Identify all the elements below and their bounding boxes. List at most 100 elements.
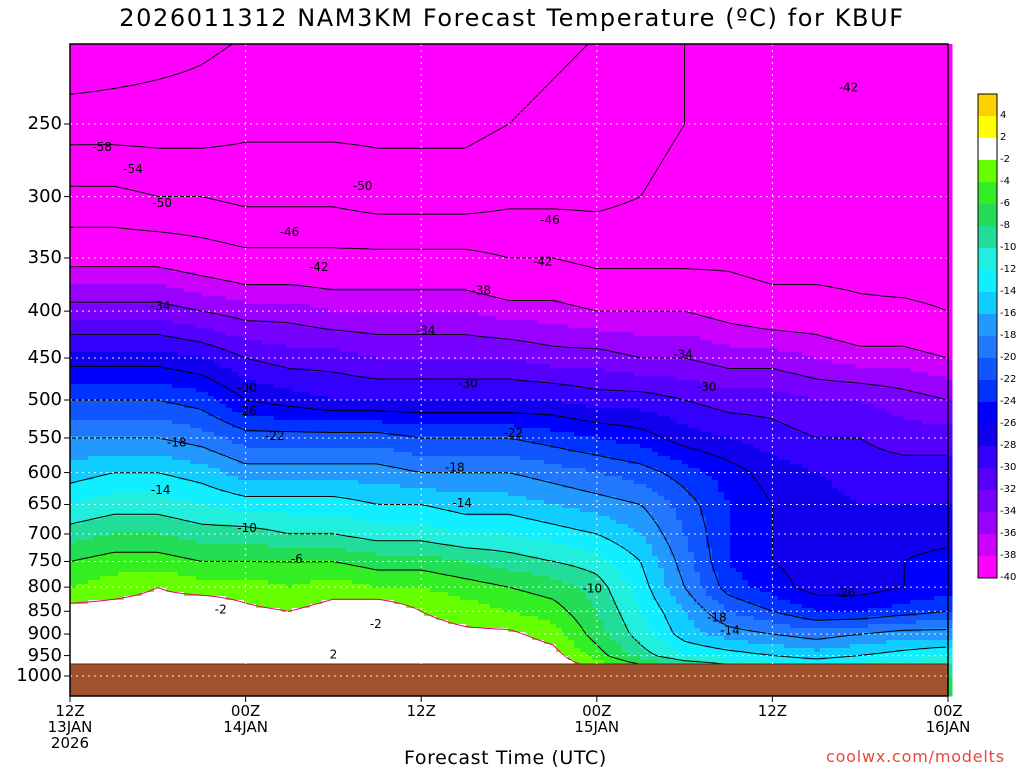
field-cell (400, 60, 407, 65)
field-cell (214, 68, 221, 73)
field-cell (364, 68, 371, 73)
field-cell (646, 176, 653, 181)
field-cell (934, 72, 941, 77)
field-cell (892, 140, 899, 145)
field-cell (334, 132, 341, 137)
field-cell (142, 48, 149, 53)
field-cell (196, 144, 203, 149)
field-cell (664, 84, 671, 89)
field-cell (706, 176, 713, 181)
field-cell (430, 156, 437, 161)
field-cell (916, 152, 923, 157)
field-cell (754, 44, 761, 49)
field-cell (70, 76, 77, 81)
field-cell (742, 132, 749, 137)
field-cell (124, 108, 131, 113)
field-cell (526, 116, 533, 121)
field-cell (892, 156, 899, 161)
field-cell (490, 48, 497, 53)
field-cell (892, 56, 899, 61)
field-cell (898, 80, 905, 85)
field-cell (184, 48, 191, 53)
field-cell (196, 120, 203, 125)
field-cell (208, 128, 215, 133)
field-cell (628, 124, 635, 129)
field-cell (406, 72, 413, 77)
field-cell (322, 132, 329, 137)
field-cell (184, 108, 191, 113)
field-cell (550, 104, 557, 109)
field-cell (568, 88, 575, 93)
field-cell (106, 136, 113, 141)
field-cell (580, 56, 587, 61)
field-cell (664, 148, 671, 153)
field-cell (550, 132, 557, 137)
field-cell (172, 132, 179, 137)
field-cell (892, 124, 899, 129)
field-cell (100, 152, 107, 157)
field-cell (658, 64, 665, 69)
field-cell (946, 112, 953, 117)
field-cell (172, 88, 179, 93)
field-cell (352, 92, 359, 97)
field-cell (874, 104, 881, 109)
field-cell (520, 80, 527, 85)
field-cell (202, 48, 209, 53)
field-cell (400, 140, 407, 145)
field-cell (442, 56, 449, 61)
field-cell (166, 168, 173, 173)
field-cell (178, 76, 185, 81)
field-cell (928, 144, 935, 149)
field-cell (724, 160, 731, 165)
field-cell (652, 84, 659, 89)
field-cell (574, 56, 581, 61)
field-cell (292, 176, 299, 181)
field-cell (904, 164, 911, 169)
field-cell (820, 176, 827, 181)
field-cell (784, 144, 791, 149)
field-cell (652, 72, 659, 77)
field-cell (742, 52, 749, 57)
field-cell (658, 132, 665, 137)
field-cell (682, 84, 689, 89)
field-cell (910, 132, 917, 137)
field-cell (154, 148, 161, 153)
field-cell (940, 132, 947, 137)
field-cell (856, 156, 863, 161)
field-cell (208, 144, 215, 149)
field-cell (550, 164, 557, 169)
field-cell (460, 160, 467, 165)
field-cell (898, 148, 905, 153)
field-cell (184, 80, 191, 85)
field-cell (520, 96, 527, 101)
field-cell (844, 128, 851, 133)
field-cell (316, 136, 323, 141)
field-cell (274, 136, 281, 141)
field-cell (328, 164, 335, 169)
field-cell (748, 132, 755, 137)
field-cell (694, 124, 701, 129)
field-cell (628, 68, 635, 73)
field-cell (934, 160, 941, 165)
field-cell (628, 140, 635, 145)
field-cell (682, 116, 689, 121)
field-cell (868, 172, 875, 177)
field-cell (766, 120, 773, 125)
field-cell (610, 156, 617, 161)
field-cell (736, 52, 743, 57)
field-cell (580, 144, 587, 149)
field-cell (874, 152, 881, 157)
field-cell (448, 48, 455, 53)
field-cell (790, 60, 797, 65)
field-cell (820, 120, 827, 125)
field-cell (802, 168, 809, 173)
field-cell (652, 164, 659, 169)
field-cell (424, 152, 431, 157)
field-cell (796, 72, 803, 77)
field-cell (886, 176, 893, 181)
field-cell (364, 176, 371, 181)
field-cell (142, 44, 149, 49)
field-cell (496, 56, 503, 61)
field-cell (400, 52, 407, 57)
field-cell (94, 92, 101, 97)
